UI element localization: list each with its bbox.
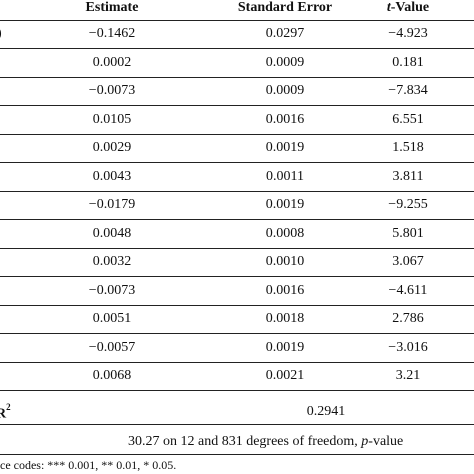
row-rule bbox=[0, 105, 474, 106]
header-standard-error: Standard Error bbox=[237, 0, 333, 15]
standard-error-cell: 0.0297 bbox=[265, 26, 305, 41]
t-value-cell: −3.016 bbox=[388, 340, 428, 355]
row-rule bbox=[0, 248, 474, 249]
standard-error-cell: 0.0021 bbox=[265, 368, 305, 383]
standard-error-cell: 0.0010 bbox=[265, 254, 305, 269]
estimate-cell: −0.1462 bbox=[88, 26, 136, 41]
estimate-cell: 0.0048 bbox=[92, 226, 132, 241]
r-squared-rule bbox=[0, 424, 474, 425]
estimate-cell: 0.0002 bbox=[92, 55, 132, 70]
row-rule bbox=[0, 276, 474, 277]
t-value-cell: 1.518 bbox=[392, 140, 424, 155]
standard-error-cell: 0.0019 bbox=[265, 140, 305, 155]
t-value-cell: 0.181 bbox=[392, 55, 424, 70]
t-value-cell: 3.21 bbox=[395, 368, 421, 383]
t-value-cell: 3.811 bbox=[392, 169, 424, 184]
standard-error-cell: 0.0011 bbox=[266, 169, 304, 184]
t-value-cell: −4.611 bbox=[388, 283, 428, 298]
estimate-cell: 0.0105 bbox=[92, 112, 132, 127]
t-value-cell: 2.786 bbox=[392, 311, 424, 326]
t-value-cell: 3.067 bbox=[392, 254, 424, 269]
estimate-cell: 0.0032 bbox=[92, 254, 132, 269]
standard-error-cell: 0.0016 bbox=[265, 283, 305, 298]
standard-error-cell: 0.0019 bbox=[265, 197, 305, 212]
row-rule bbox=[0, 162, 474, 163]
row-rule bbox=[0, 362, 474, 363]
estimate-cell: 0.0029 bbox=[92, 140, 132, 155]
t-value-cell: 6.551 bbox=[392, 112, 424, 127]
t-value-cell: −4.923 bbox=[388, 26, 428, 41]
row-rule bbox=[0, 77, 474, 78]
estimate-cell: −0.0073 bbox=[88, 283, 136, 298]
header-estimate: Estimate bbox=[85, 0, 139, 15]
estimate-cell: 0.0043 bbox=[92, 169, 132, 184]
f-stat-p: p bbox=[361, 434, 369, 449]
r-squared-value: 0.2941 bbox=[306, 404, 346, 419]
standard-error-cell: 0.0009 bbox=[265, 55, 305, 70]
t-value-cell: −7.834 bbox=[388, 83, 428, 98]
standard-error-cell: 0.0016 bbox=[265, 112, 305, 127]
row-rule bbox=[0, 305, 474, 306]
standard-error-cell: 0.0018 bbox=[265, 311, 305, 326]
estimate-cell: −0.0073 bbox=[88, 83, 136, 98]
header-t-value: t-Value bbox=[387, 0, 429, 16]
t-value-cell: −9.255 bbox=[388, 197, 428, 212]
header-t-suffix: -Value bbox=[390, 0, 430, 15]
f-stat-suffix: -value bbox=[368, 434, 404, 449]
estimate-cell: 0.0068 bbox=[92, 368, 132, 383]
r-squared-label: R2 bbox=[0, 401, 11, 423]
header-t-italic: t bbox=[386, 0, 391, 15]
r-squared-letter: R bbox=[0, 406, 7, 422]
standard-error-cell: 0.0019 bbox=[265, 340, 305, 355]
row-rule bbox=[0, 333, 474, 334]
estimate-cell: −0.0179 bbox=[88, 197, 136, 212]
row-rule bbox=[0, 390, 474, 391]
estimate-cell: 0.0051 bbox=[92, 311, 132, 326]
row-rule bbox=[0, 191, 474, 192]
f-statistic-text: 30.27 on 12 and 831 degrees of freedom, … bbox=[128, 434, 403, 450]
f-stat-main: 30.27 on 12 and 831 degrees of freedom, bbox=[128, 434, 362, 449]
row-rule bbox=[0, 48, 474, 49]
t-value-cell: 5.801 bbox=[392, 226, 424, 241]
row-rule bbox=[0, 219, 474, 220]
significance-footnote: ce codes: *** 0.001, ** 0.01, * 0.05. bbox=[0, 458, 177, 472]
header-rule bbox=[0, 20, 474, 21]
r-squared-superscript: 2 bbox=[6, 402, 11, 412]
row-label: ) bbox=[0, 26, 2, 42]
bottom-rule bbox=[0, 454, 474, 455]
estimate-cell: −0.0057 bbox=[88, 340, 136, 355]
row-rule bbox=[0, 134, 474, 135]
standard-error-cell: 0.0008 bbox=[265, 226, 305, 241]
standard-error-cell: 0.0009 bbox=[265, 83, 305, 98]
